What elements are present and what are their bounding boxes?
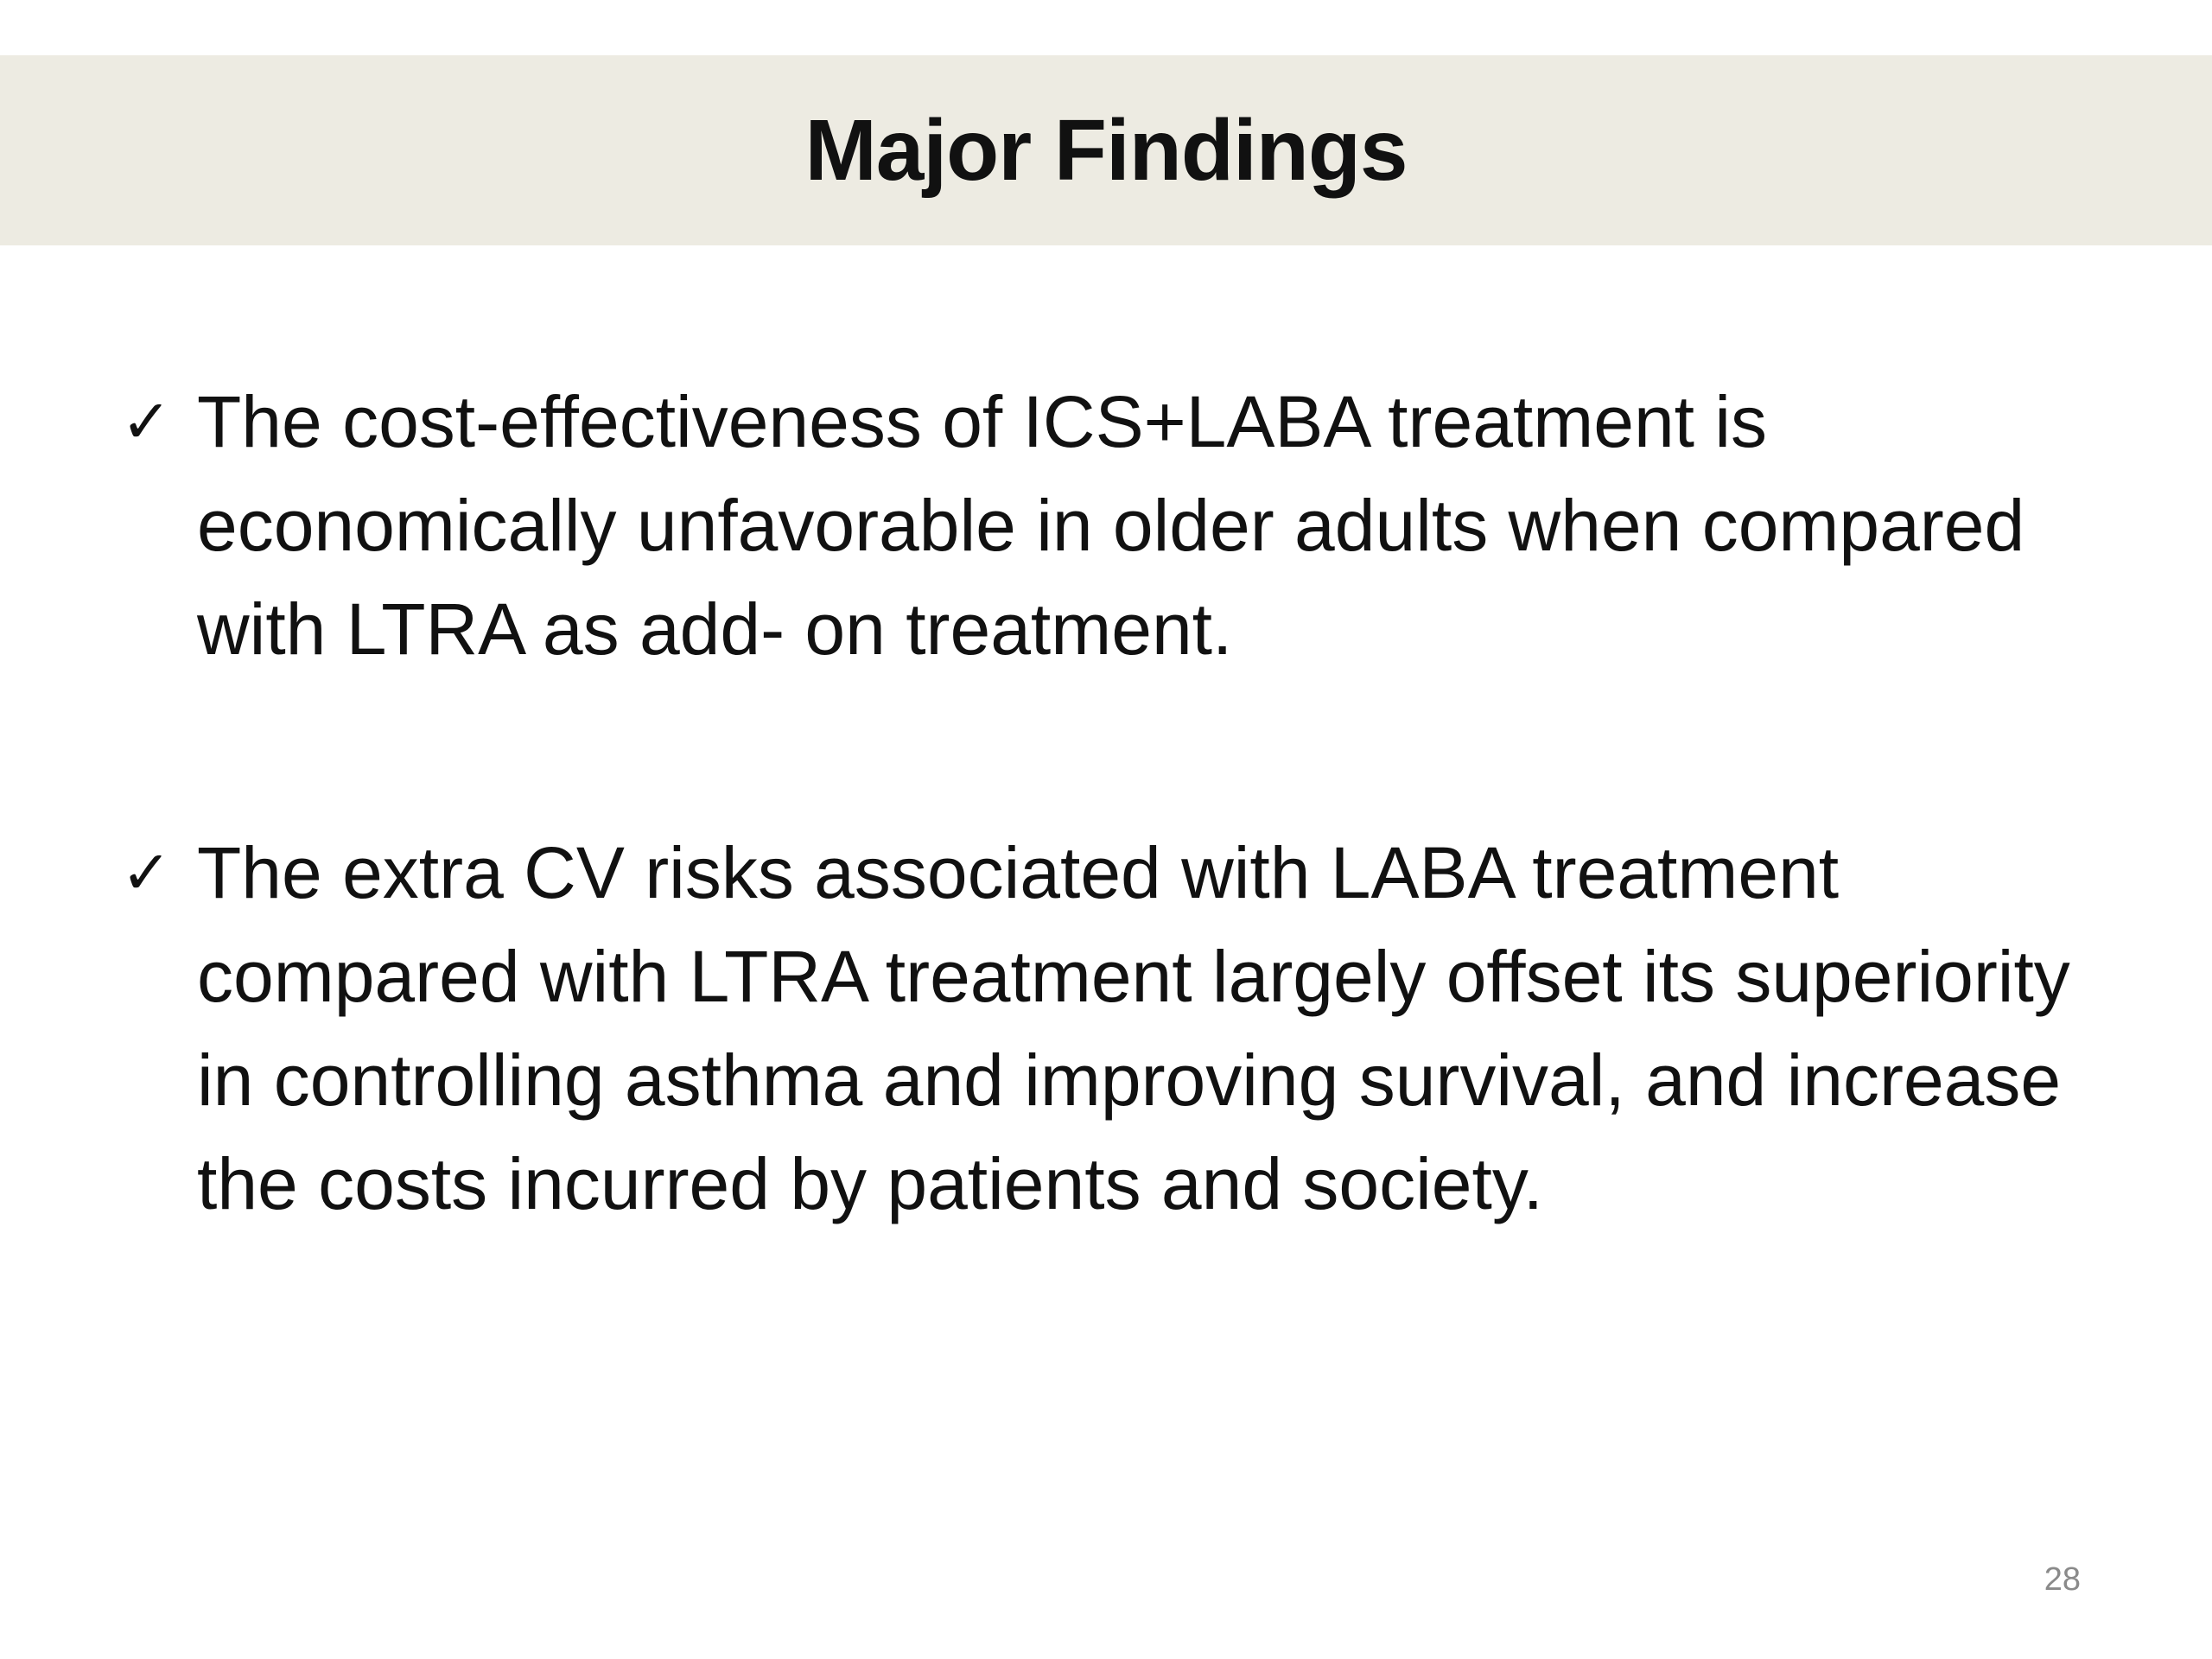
check-icon: ✓ — [121, 386, 172, 457]
title-bar: Major Findings — [0, 55, 2212, 245]
bullet-item: ✓ The cost-effectiveness of ICS+LABA tre… — [121, 370, 2074, 681]
page-number: 28 — [2044, 1561, 2081, 1598]
bullet-text: The cost-effectiveness of ICS+LABA treat… — [197, 381, 2025, 670]
bullet-text: The extra CV risks associated with LABA … — [197, 832, 2070, 1224]
bullet-item: ✓ The extra CV risks associated with LAB… — [121, 821, 2074, 1236]
check-icon: ✓ — [121, 837, 172, 908]
slide-title: Major Findings — [804, 101, 1408, 199]
